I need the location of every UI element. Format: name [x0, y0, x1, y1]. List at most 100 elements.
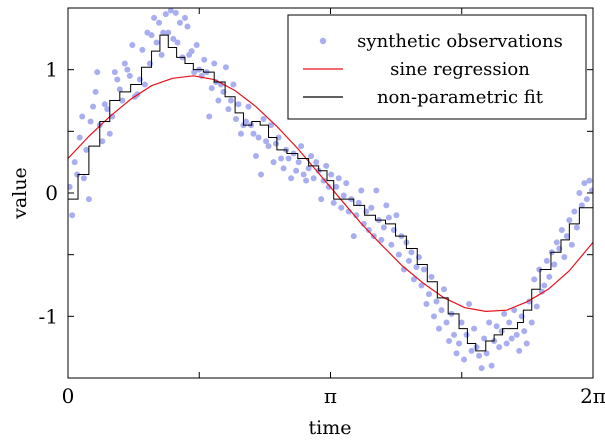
- scatter-point-88: [280, 165, 287, 172]
- scatter-point-147: [428, 273, 435, 280]
- scatter-point-99: [308, 153, 315, 159]
- scatter-point-38: [158, 51, 165, 58]
- scatter-point-149: [433, 298, 440, 305]
- scatter-point-35: [151, 14, 158, 21]
- scatter-point-194: [546, 273, 553, 280]
- scatter-point-154: [446, 338, 453, 344]
- scatter-point-15: [101, 101, 108, 108]
- scatter-point-77: [253, 153, 259, 159]
- scatter-point-191: [538, 288, 545, 295]
- x-axis-label: time: [309, 417, 352, 439]
- scatter-point-111: [338, 204, 345, 211]
- scatter-point-153: [443, 319, 450, 326]
- scatter-point-100: [310, 175, 317, 182]
- scatter-point-91: [288, 175, 295, 182]
- scatter-point-177: [503, 340, 510, 347]
- scatter-point-76: [250, 130, 257, 137]
- y-tick-label-0: -1: [39, 304, 58, 328]
- scatter-point-21: [116, 86, 123, 93]
- scatter-point-42: [167, 8, 174, 14]
- scatter-point-203: [568, 241, 575, 248]
- scatter-point-49: [184, 23, 191, 30]
- scatter-point-71: [237, 130, 244, 137]
- scatter-point-206: [576, 190, 583, 196]
- scatter-point-48: [181, 14, 188, 21]
- scatter-point-59: [208, 85, 215, 92]
- scatter-point-96: [300, 171, 307, 178]
- scatter-point-113: [343, 180, 350, 187]
- scatter-point-139: [408, 249, 415, 256]
- scatter-point-3: [74, 171, 81, 178]
- scatter-point-65: [222, 64, 229, 71]
- scatter-point-85: [273, 140, 280, 147]
- scatter-point-129: [383, 202, 390, 209]
- scatter-point-45: [174, 39, 181, 46]
- scatter-point-207: [578, 202, 585, 209]
- legend-marker-observations: [319, 37, 327, 45]
- scatter-point-52: [191, 69, 198, 76]
- scatter-point-63: [217, 81, 224, 88]
- scatter-point-189: [533, 303, 540, 310]
- scatter-point-150: [435, 325, 442, 332]
- scatter-point-144: [420, 266, 427, 273]
- scatter-point-176: [501, 310, 508, 317]
- scatter-point-82: [265, 143, 272, 150]
- scatter-point-66: [225, 106, 232, 113]
- scatter-point-93: [293, 167, 300, 174]
- scatter-point-181: [513, 331, 520, 338]
- scatter-point-152: [441, 286, 447, 293]
- scatter-point-140: [410, 276, 417, 283]
- scatter-point-25: [126, 72, 133, 79]
- scatter-point-95: [298, 143, 305, 150]
- scatter-point-78: [255, 134, 262, 141]
- scatter-point-209: [583, 196, 590, 203]
- scatter-point-26: [129, 42, 136, 48]
- legend: synthetic observations sine regression n…: [287, 14, 587, 120]
- scatter-point-211: [588, 187, 593, 194]
- scatter-point-196: [551, 261, 558, 268]
- scatter-point-107: [328, 171, 335, 178]
- scatter-point-156: [451, 331, 458, 338]
- scatter-point-204: [571, 208, 578, 215]
- scatter-point-175: [498, 328, 505, 335]
- scatter-point-193: [543, 257, 550, 264]
- scatter-point-70: [235, 101, 242, 108]
- scatter-point-169: [483, 350, 490, 357]
- scatter-point-184: [521, 328, 528, 335]
- scatter-point-17: [106, 130, 113, 137]
- scatter-point-67: [227, 97, 234, 104]
- scatter-point-97: [303, 177, 310, 184]
- scatter-point-6: [80, 175, 87, 182]
- y-tick-label-2: 1: [45, 58, 58, 82]
- scatter-point-79: [258, 171, 265, 178]
- scatter-point-200: [561, 254, 568, 261]
- scatter-point-31: [141, 81, 148, 88]
- legend-box: [287, 14, 587, 120]
- scatter-point-84: [270, 159, 277, 166]
- scatter-point-1: [69, 212, 76, 219]
- scatter-point-11: [92, 88, 99, 95]
- scatter-point-165: [473, 344, 480, 351]
- scatter-point-40: [162, 11, 169, 18]
- scatter-point-101: [313, 159, 320, 166]
- scatter-point-141: [413, 264, 420, 270]
- scatter-point-205: [573, 224, 580, 231]
- scatter-point-14: [99, 138, 106, 145]
- scatter-point-37: [156, 19, 163, 26]
- scatter-point-208: [581, 180, 588, 187]
- scatter-point-173: [493, 323, 500, 330]
- scatter-point-192: [541, 282, 548, 289]
- scatter-point-127: [378, 236, 385, 243]
- scatter-point-119: [358, 187, 365, 194]
- scatter-point-30: [139, 46, 146, 53]
- scatter-point-125: [373, 187, 380, 194]
- scatter-point-69: [232, 116, 239, 122]
- scatter-point-41: [165, 29, 172, 36]
- scatter-point-133: [393, 212, 400, 219]
- scatter-point-8: [85, 196, 92, 203]
- scatter-point-7: [83, 146, 90, 153]
- scatter-point-202: [566, 217, 573, 224]
- sine-regression-line: [68, 75, 593, 313]
- scatter-point-167: [478, 365, 485, 372]
- scatter-point-180: [511, 307, 518, 314]
